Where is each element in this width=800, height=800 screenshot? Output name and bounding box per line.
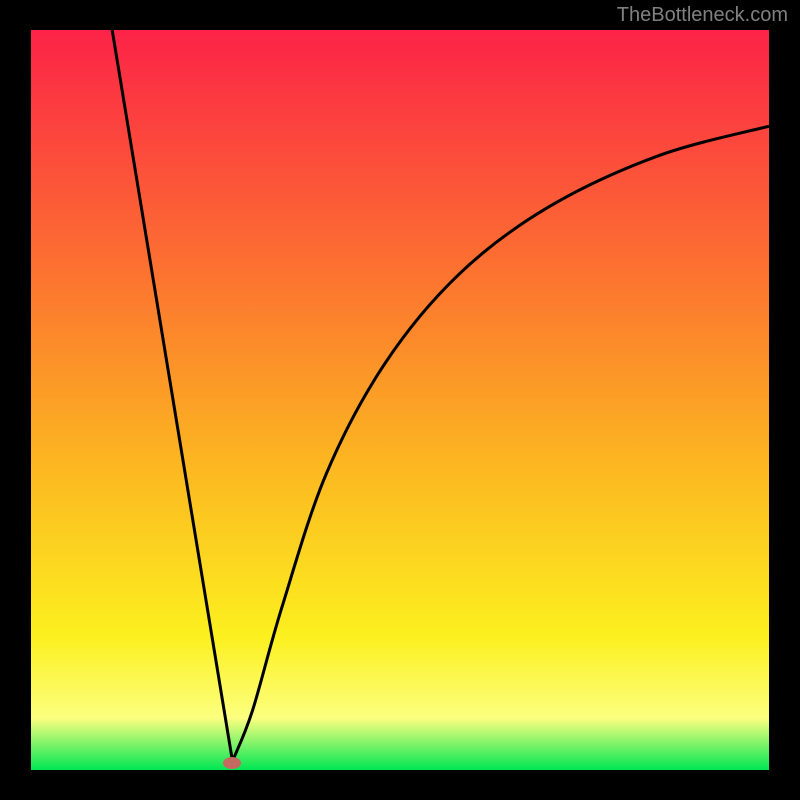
curve-right: [232, 126, 769, 761]
plot-area: [31, 30, 769, 770]
trough-marker: [223, 757, 241, 769]
curve-layer: [31, 30, 769, 770]
chart-container: TheBottleneck.com: [0, 0, 800, 800]
curve-left: [112, 30, 232, 761]
watermark-text: TheBottleneck.com: [617, 4, 788, 27]
